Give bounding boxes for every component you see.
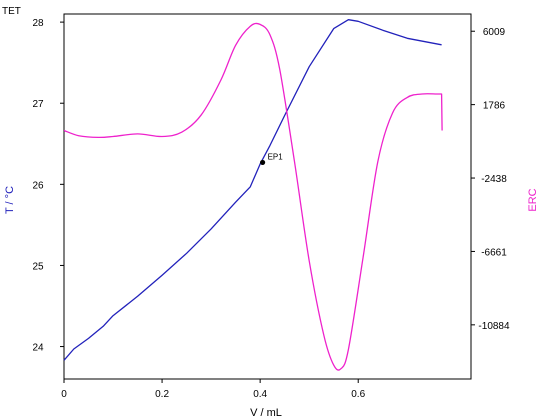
chart-title: TET — [2, 6, 21, 17]
y-left-axis: 24 25 26 27 28 — [32, 18, 64, 354]
y-right-tick-label-4: -10884 — [478, 321, 510, 332]
plot-frame — [63, 13, 472, 380]
y-right-axis-label: ERC — [527, 188, 539, 211]
endpoint-marker-0 — [259, 159, 266, 166]
y-left-tick-label-0: 24 — [32, 343, 44, 354]
y-left-tick-label-1: 25 — [32, 261, 44, 272]
x-tick-label-0: 0 — [61, 389, 67, 400]
y-right-tick-label-0: 6009 — [483, 27, 506, 38]
series-layer — [63, 19, 443, 371]
x-axis: 0 0.2 0.4 0.6 — [61, 379, 366, 400]
series-line-1 — [63, 22, 443, 371]
x-tick-label-3: 0.6 — [351, 389, 365, 400]
x-tick-label-2: 0.4 — [253, 389, 267, 400]
series-line-0 — [63, 19, 442, 361]
y-left-tick-label-2: 26 — [32, 180, 44, 191]
y-right-tick-label-3: -6661 — [481, 247, 507, 258]
endpoint-label-0: EP1 — [268, 152, 284, 161]
x-axis-label: V / mL — [250, 407, 282, 419]
y-right-tick-label-1: 1786 — [483, 101, 506, 112]
annotation-layer: EP1 — [259, 152, 284, 166]
y-left-tick-label-3: 27 — [32, 99, 44, 110]
x-tick-label-1: 0.2 — [155, 389, 169, 400]
y-left-axis-label: T / °C — [4, 186, 16, 214]
y-right-tick-label-2: -2438 — [481, 174, 507, 185]
y-right-axis: 6009 1786 -2438 -6661 -10884 — [471, 27, 510, 332]
y-left-tick-label-4: 28 — [32, 18, 44, 29]
